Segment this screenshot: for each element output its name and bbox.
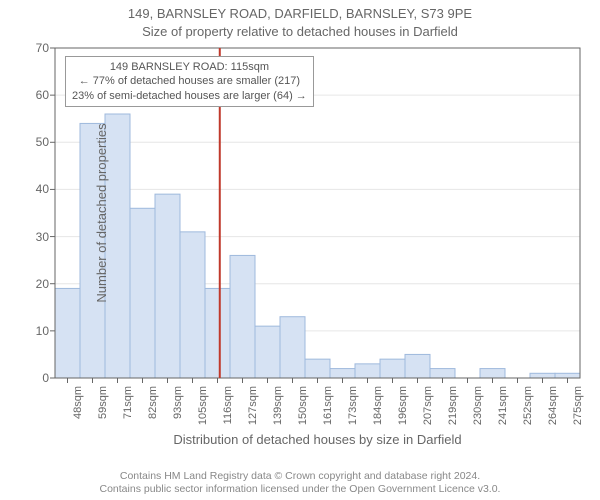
y-tick-label: 10 (21, 324, 49, 338)
y-tick-label: 40 (21, 182, 49, 196)
annotation-box: 149 BARNSLEY ROAD: 115sqm ← 77% of detac… (65, 56, 314, 107)
footer-line-1: Contains HM Land Registry data © Crown c… (0, 470, 600, 483)
annotation-line-2: ← 77% of detached houses are smaller (21… (72, 74, 307, 88)
y-tick-label: 0 (21, 371, 49, 385)
y-tick-label: 20 (21, 277, 49, 291)
annotation-line-3: 23% of semi-detached houses are larger (… (72, 89, 307, 103)
chart-footer: Contains HM Land Registry data © Crown c… (0, 470, 600, 496)
y-axis-label: Number of detached properties (94, 123, 109, 302)
y-tick-label: 30 (21, 230, 49, 244)
y-tick-label: 60 (21, 88, 49, 102)
chart-container: 149, BARNSLEY ROAD, DARFIELD, BARNSLEY, … (0, 0, 600, 500)
footer-line-2: Contains public sector information licen… (0, 483, 600, 496)
annotation-line-1: 149 BARNSLEY ROAD: 115sqm (72, 60, 307, 74)
y-tick-label: 70 (21, 41, 49, 55)
x-axis-label: Distribution of detached houses by size … (55, 432, 580, 447)
y-tick-label: 50 (21, 135, 49, 149)
